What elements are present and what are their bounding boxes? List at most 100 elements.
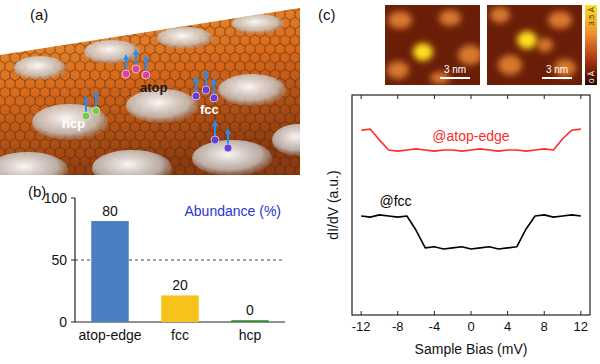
molecule-sphere xyxy=(142,71,150,79)
x-tick xyxy=(544,311,545,315)
magnetic-molecule xyxy=(92,91,100,115)
scale-bar xyxy=(542,77,572,79)
x-tick xyxy=(361,95,362,99)
spin-arrow-head xyxy=(193,76,199,82)
stm-molecule xyxy=(517,31,537,49)
site-label: fcc xyxy=(200,102,219,117)
x-tick xyxy=(471,311,472,315)
spin-arrow-head xyxy=(123,54,129,60)
x-tick-label: -12 xyxy=(352,319,371,334)
dome xyxy=(84,40,140,64)
x-axis-title: Sample Bias (mV) xyxy=(415,341,528,357)
y-tick xyxy=(71,198,75,199)
magnetic-molecule xyxy=(122,54,130,78)
x-tick-label: 0 xyxy=(467,319,474,334)
x-tick xyxy=(507,311,508,315)
dome xyxy=(92,150,172,186)
stm-background xyxy=(487,5,582,85)
spectrum-line xyxy=(361,215,581,249)
x-tick xyxy=(397,311,398,315)
panel-label: (c) xyxy=(318,6,336,23)
line-chart: -12 -8 -4 0 4 8 12 Sample Bias (mV) dI/dV (a.u.)… xyxy=(325,95,590,357)
colorbar-label: 0 Å xyxy=(587,70,596,83)
spin-arrow-head xyxy=(143,55,149,61)
dome xyxy=(157,27,213,49)
bar xyxy=(232,321,268,322)
x-tick-label: 8 xyxy=(541,319,548,334)
stm-protrusion xyxy=(490,7,510,23)
stm-protrusion xyxy=(548,11,572,29)
bars xyxy=(92,222,268,322)
magnetic-molecule xyxy=(132,49,140,73)
spin-arrow-head xyxy=(203,70,209,76)
chart-title: Abundance (%) xyxy=(184,203,281,219)
molecule-sphere xyxy=(192,92,200,100)
bar-chart: (b)05010080atop-edge20fcc0hcpAbundance (… xyxy=(28,183,285,343)
x-tick xyxy=(471,95,472,99)
y-tick xyxy=(71,260,75,261)
molecule-sphere xyxy=(210,94,218,102)
spin-arrow-head xyxy=(83,96,89,102)
x-tick xyxy=(434,95,435,99)
x-tick xyxy=(544,95,545,99)
stm-molecule xyxy=(413,43,433,61)
x-tick-label: -8 xyxy=(392,319,404,334)
y-tick-label: 50 xyxy=(51,252,67,268)
panel-label: (a) xyxy=(30,6,48,23)
stm-protrusion xyxy=(458,45,480,65)
molecule-sphere xyxy=(224,144,232,152)
x-tick xyxy=(580,95,581,99)
data-label: 20 xyxy=(172,277,188,293)
x-tick-label: 12 xyxy=(574,319,588,334)
molecule-sphere xyxy=(122,70,130,78)
scale-bar xyxy=(440,77,470,79)
y-tick xyxy=(71,322,75,323)
x-tick xyxy=(507,95,508,99)
scale-bar-label: 3 nm xyxy=(444,64,466,75)
spin-arrow-head xyxy=(212,120,218,126)
category-label: fcc xyxy=(171,327,189,343)
magnetic-molecule xyxy=(210,78,218,102)
data-label: 80 xyxy=(102,203,118,219)
colorbar-label: 3.5 Å xyxy=(587,6,596,25)
dome xyxy=(14,56,66,80)
spin-arrow-head xyxy=(225,128,231,134)
surface-group xyxy=(0,0,324,188)
stm-image xyxy=(487,5,582,85)
x-tick-label: 4 xyxy=(504,319,511,334)
molecule-sphere xyxy=(92,107,100,115)
y-tick-label: 0 xyxy=(59,314,67,330)
stm-protrusion xyxy=(498,55,522,75)
magnetic-molecule xyxy=(142,55,150,79)
dome xyxy=(272,124,324,156)
stm-protrusion xyxy=(439,10,461,26)
stm-image xyxy=(385,5,480,85)
y-axis-title: dI/dV (a.u.) xyxy=(325,170,341,239)
data-label: 0 xyxy=(246,302,254,318)
magnetic-molecule xyxy=(211,120,219,144)
figure: atopfcchcp(a)(b)05010080atop-edge20fcc0h… xyxy=(0,0,600,364)
dome xyxy=(232,14,284,34)
molecule-sphere xyxy=(211,136,219,144)
x-tick-label: -4 xyxy=(429,319,441,334)
dome xyxy=(32,104,108,140)
bar xyxy=(162,296,198,322)
spin-arrow-head xyxy=(133,49,139,55)
bar xyxy=(92,222,128,322)
x-tick xyxy=(397,95,398,99)
y-tick-label: 100 xyxy=(44,190,68,206)
plot-frame xyxy=(352,95,590,315)
stm-protrusion xyxy=(388,11,412,29)
molecule-sphere xyxy=(132,65,140,73)
dome xyxy=(192,140,272,176)
x-tick xyxy=(361,311,362,315)
dome xyxy=(218,74,286,106)
series-label: @atop-edge xyxy=(432,128,509,144)
spin-arrow-head xyxy=(93,91,99,97)
stm-protrusion xyxy=(537,38,553,52)
magnetic-molecule xyxy=(192,76,200,100)
category-label: atop-edge xyxy=(78,327,141,343)
x-tick xyxy=(580,311,581,315)
curves xyxy=(361,129,581,249)
x-tick xyxy=(434,311,435,315)
